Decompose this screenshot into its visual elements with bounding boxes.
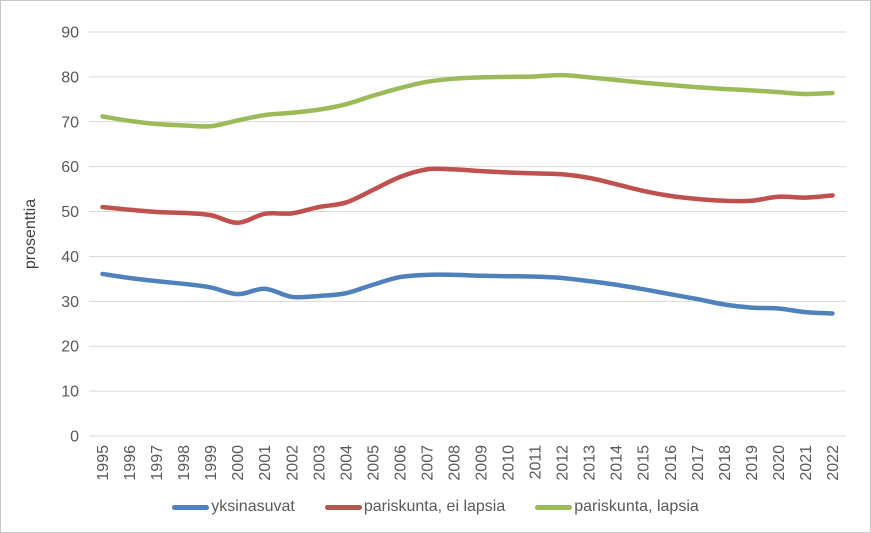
legend-swatch-red-line — [324, 504, 362, 510]
y-tick-label: 60 — [61, 159, 79, 176]
x-tick-label: 2022 — [825, 445, 842, 481]
y-tick-label: 40 — [61, 249, 79, 266]
legend-swatch-blue-line — [172, 504, 210, 510]
x-tick-label: 2017 — [690, 445, 707, 481]
legend-item-pariskunta-lapsia: pariskunta, lapsia — [535, 498, 699, 516]
y-tick-label: 10 — [61, 384, 79, 401]
x-tick-label: 2004 — [338, 445, 355, 481]
x-tick-label: 2020 — [771, 445, 788, 481]
x-tick-label: 2014 — [609, 445, 626, 481]
x-tick-label: 1997 — [149, 445, 166, 481]
y-tick-label: 0 — [70, 429, 79, 446]
legend-item-yksinasuvat: yksinasuvat — [172, 498, 295, 516]
x-tick-label: 1995 — [95, 445, 112, 481]
y-tick-label: 80 — [61, 69, 79, 86]
legend-label-pariskunta-lapsia: pariskunta, lapsia — [574, 498, 699, 515]
x-tick-label: 2015 — [636, 445, 653, 481]
x-tick-label: 2008 — [446, 445, 463, 481]
series-line-pariskunta-ei-lapsia — [100, 166, 835, 226]
x-tick-label: 2016 — [663, 445, 680, 481]
x-tick-label: 2021 — [798, 445, 815, 481]
x-tick-label: 2018 — [717, 445, 734, 481]
x-tick-label: 2011 — [528, 445, 545, 480]
x-tick-label: 1998 — [176, 445, 193, 481]
y-tick-label: 50 — [61, 204, 79, 221]
x-tick-label: 2007 — [419, 445, 436, 481]
legend-swatch-green-line — [535, 504, 573, 510]
x-tick-label: 2000 — [230, 445, 247, 481]
y-tick-label: 20 — [61, 339, 79, 356]
y-tick-label: 30 — [61, 294, 79, 311]
y-tick-label: 90 — [61, 25, 79, 42]
x-tick-label: 2006 — [392, 445, 409, 481]
series-line-yksinasuvat — [100, 271, 835, 316]
x-tick-label: 1996 — [122, 445, 139, 481]
y-tick-label: 70 — [61, 114, 79, 131]
x-tick-label: 1999 — [203, 445, 220, 481]
legend-label-pariskunta-ei-lapsia: pariskunta, ei lapsia — [363, 498, 506, 515]
chart-legend: yksinasuvat pariskunta, ei lapsia parisk… — [1, 498, 870, 516]
y-axis-title: prosenttia — [22, 198, 39, 270]
x-tick-label: 2005 — [365, 445, 382, 481]
x-tick-label: 2002 — [284, 445, 301, 481]
x-tick-label: 2001 — [257, 445, 274, 481]
x-tick-label: 2019 — [744, 445, 761, 481]
x-tick-label: 2009 — [474, 445, 491, 481]
legend-label-yksinasuvat: yksinasuvat — [211, 498, 295, 515]
x-tick-label: 2012 — [555, 445, 572, 481]
legend-item-pariskunta-ei-lapsia: pariskunta, ei lapsia — [324, 498, 506, 516]
x-tick-label: 2003 — [311, 445, 328, 481]
x-tick-label: 2013 — [582, 445, 599, 481]
x-tick-label: 2010 — [501, 445, 518, 481]
series-line-pariskunta-lapsia — [100, 72, 835, 129]
